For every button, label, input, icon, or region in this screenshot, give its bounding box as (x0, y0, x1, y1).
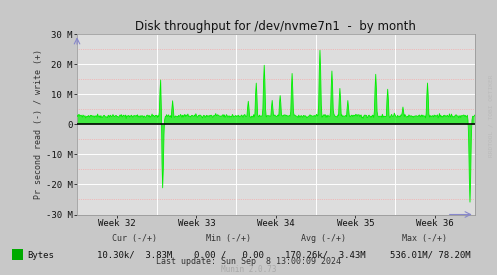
Text: Munin 2.0.73: Munin 2.0.73 (221, 265, 276, 274)
Text: Last update: Sun Sep  8 13:00:09 2024: Last update: Sun Sep 8 13:00:09 2024 (156, 257, 341, 266)
Text: 536.01M/ 78.20M: 536.01M/ 78.20M (390, 251, 470, 260)
Text: 10.30k/  3.83M: 10.30k/ 3.83M (96, 251, 172, 260)
Text: Avg (-/+): Avg (-/+) (301, 234, 345, 243)
Text: 0.00 /   0.00: 0.00 / 0.00 (194, 251, 263, 260)
Text: 170.26k/  3.43M: 170.26k/ 3.43M (285, 251, 366, 260)
Text: Cur (-/+): Cur (-/+) (112, 234, 157, 243)
Text: Bytes: Bytes (27, 251, 54, 260)
Text: Max (-/+): Max (-/+) (403, 234, 447, 243)
Y-axis label: Pr second read (-) / write (+): Pr second read (-) / write (+) (34, 50, 43, 199)
Text: RRDTOOL / TOBI OETIKER: RRDTOOL / TOBI OETIKER (488, 74, 493, 157)
Text: Min (-/+): Min (-/+) (206, 234, 251, 243)
Title: Disk throughput for /dev/nvme7n1  -  by month: Disk throughput for /dev/nvme7n1 - by mo… (135, 20, 416, 33)
